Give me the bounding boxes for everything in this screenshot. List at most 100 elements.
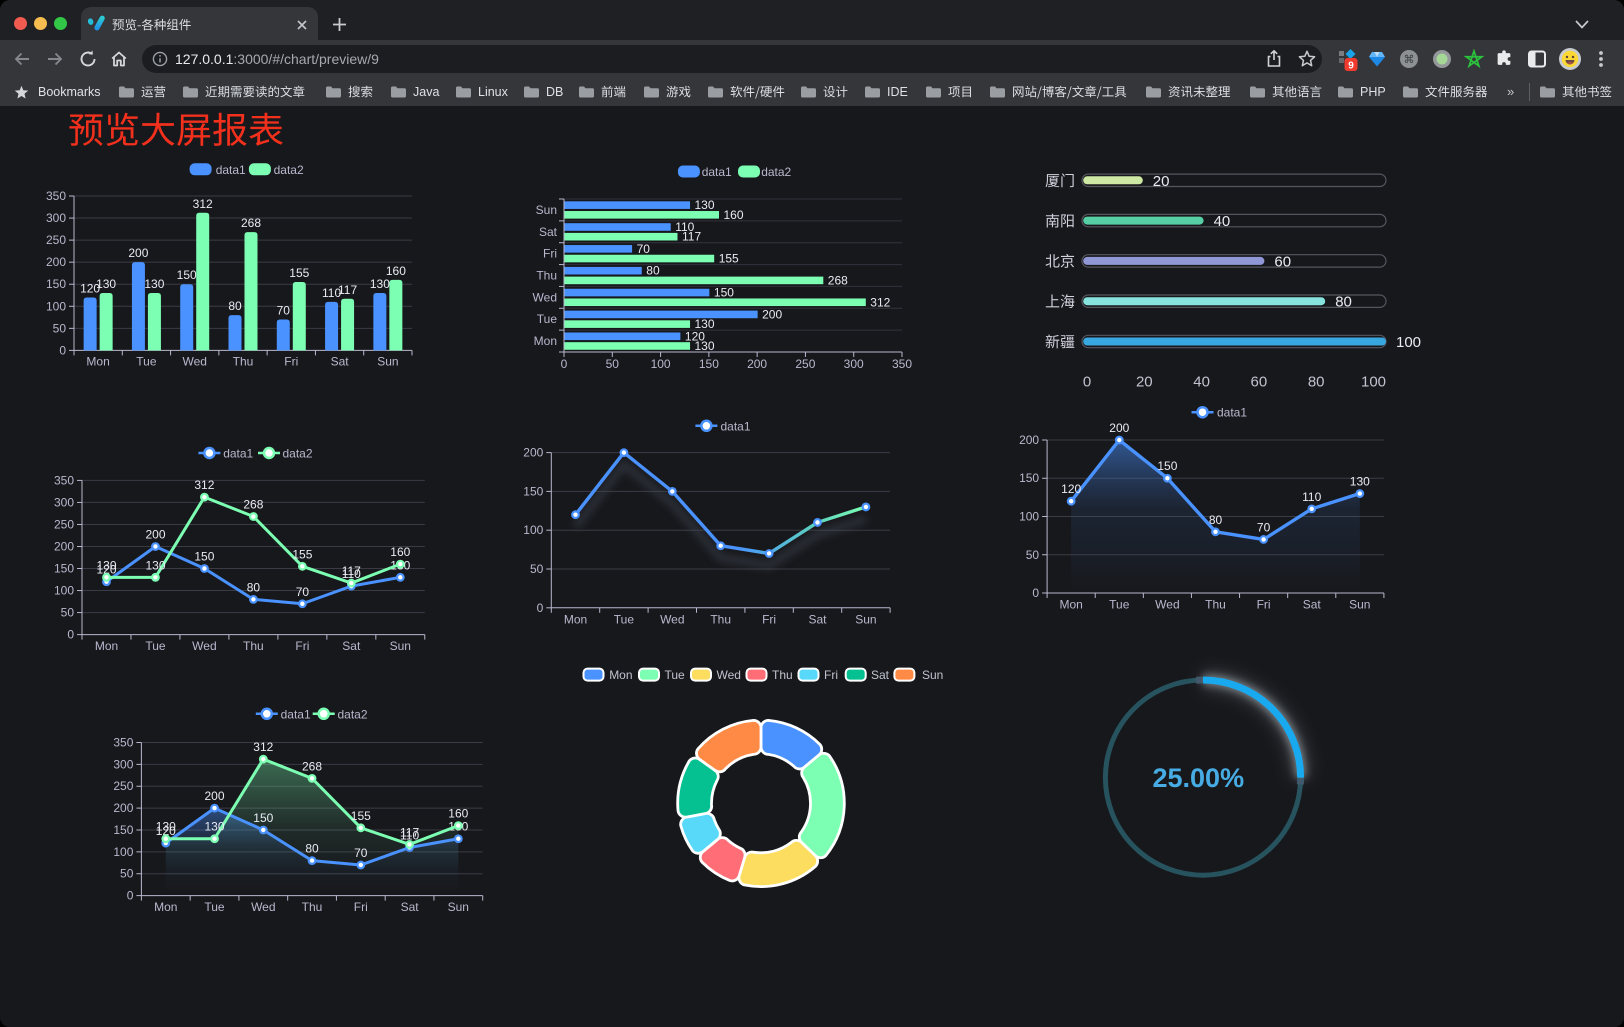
svg-text:50: 50 [53,321,67,335]
svg-text:Sat: Sat [1303,598,1322,612]
svg-text:25.00%: 25.00% [1153,763,1245,793]
svg-text:Fri: Fri [295,639,309,653]
svg-text:0: 0 [67,628,74,642]
svg-text:Sat: Sat [871,668,890,682]
svg-text:110: 110 [322,286,341,300]
svg-text:300: 300 [46,211,66,225]
svg-text:130: 130 [695,339,715,353]
svg-text:150: 150 [54,562,74,576]
svg-text:70: 70 [354,846,368,860]
svg-text:Thu: Thu [536,269,557,283]
svg-text:0: 0 [59,343,66,357]
svg-text:250: 250 [795,357,815,371]
svg-text:Wed: Wed [717,668,741,682]
svg-text:155: 155 [292,547,312,561]
svg-text:70: 70 [277,304,291,318]
svg-text:300: 300 [113,757,133,771]
svg-text:Tue: Tue [204,900,225,914]
svg-text:150: 150 [1019,471,1039,485]
svg-text:110: 110 [675,220,694,234]
svg-text:200: 200 [46,255,66,269]
svg-text:60: 60 [1274,253,1291,270]
svg-text:Sun: Sun [536,203,557,217]
svg-text:350: 350 [46,189,66,203]
svg-text:350: 350 [54,473,74,487]
svg-text:160: 160 [386,264,406,278]
svg-text:100: 100 [523,523,543,537]
svg-text:20: 20 [1136,374,1153,391]
svg-text:130: 130 [96,558,116,572]
svg-text:Mon: Mon [95,639,118,653]
svg-text:Sun: Sun [448,900,469,914]
svg-text:100: 100 [46,299,66,313]
svg-text:200: 200 [204,789,224,803]
svg-text:80: 80 [1335,294,1352,311]
svg-text:200: 200 [1019,433,1039,447]
svg-text:120: 120 [1061,482,1081,496]
svg-text:Sun: Sun [390,639,411,653]
svg-text:80: 80 [228,299,242,313]
svg-text:data1: data1 [281,707,311,721]
svg-text:312: 312 [253,740,273,754]
svg-text:Sun: Sun [922,668,943,682]
svg-text:130: 130 [96,277,116,291]
svg-text:Sun: Sun [855,612,876,626]
svg-text:150: 150 [177,268,197,282]
svg-text:Fri: Fri [543,247,557,261]
svg-text:100: 100 [1019,510,1039,524]
svg-text:100: 100 [1396,334,1421,351]
svg-text:312: 312 [194,478,214,492]
svg-text:120: 120 [96,563,116,577]
svg-text:350: 350 [113,736,133,750]
svg-text:Sat: Sat [539,225,558,239]
svg-text:Wed: Wed [1155,598,1179,612]
svg-text:Fri: Fri [1257,598,1271,612]
svg-text:150: 150 [699,357,719,371]
svg-text:70: 70 [637,242,651,256]
svg-text:70: 70 [1257,521,1271,535]
svg-text:155: 155 [719,252,739,266]
svg-text:50: 50 [530,562,544,576]
svg-text:200: 200 [145,528,165,542]
svg-text:110: 110 [1302,490,1321,504]
svg-text:268: 268 [302,759,322,773]
svg-text:100: 100 [113,845,133,859]
svg-text:200: 200 [523,446,543,460]
svg-text:data2: data2 [761,165,791,179]
svg-text:100: 100 [54,584,74,598]
svg-text:150: 150 [253,811,273,825]
svg-text:data2: data2 [338,707,368,721]
svg-text:120: 120 [156,824,176,838]
svg-text:0: 0 [1083,374,1091,391]
svg-text:Fri: Fri [762,612,776,626]
svg-text:Sun: Sun [1349,598,1370,612]
svg-text:100: 100 [651,357,671,371]
svg-text:155: 155 [289,266,309,280]
svg-text:150: 150 [46,277,66,291]
svg-text:data1: data1 [721,419,751,433]
svg-text:Tue: Tue [145,639,166,653]
svg-text:Mon: Mon [564,612,587,626]
svg-text:70: 70 [296,585,310,599]
svg-text:250: 250 [54,518,74,532]
svg-text:300: 300 [844,357,864,371]
svg-text:Sat: Sat [331,355,350,369]
svg-text:Tue: Tue [136,355,157,369]
svg-text:130: 130 [370,277,390,291]
svg-text:50: 50 [1026,548,1040,562]
svg-text:Thu: Thu [772,668,793,682]
svg-text:data2: data2 [274,163,304,177]
svg-text:250: 250 [46,233,66,247]
svg-text:110: 110 [342,567,361,581]
svg-text:150: 150 [1157,459,1177,473]
svg-text:130: 130 [144,277,164,291]
svg-text:200: 200 [1109,421,1129,435]
svg-text:Fri: Fri [354,900,368,914]
svg-text:Wed: Wed [660,612,684,626]
svg-text:Wed: Wed [182,355,206,369]
svg-text:150: 150 [714,286,734,300]
svg-text:117: 117 [338,283,357,297]
svg-text:40: 40 [1193,374,1210,391]
svg-text:312: 312 [870,295,890,309]
svg-text:0: 0 [127,889,134,903]
